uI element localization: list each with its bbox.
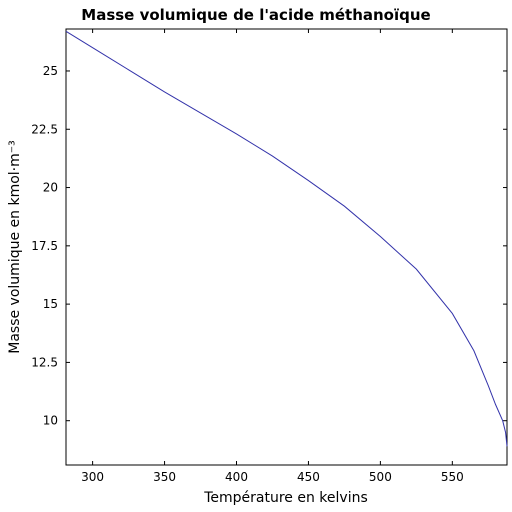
chart-title: Masse volumique de l'acide méthanoïque: [81, 6, 430, 24]
y-axis: 10 12.5 15 17.5 20 22.5 25: [31, 64, 507, 428]
y-tick-label: 10: [43, 414, 58, 428]
plot-frame: [65, 28, 508, 466]
y-tick-label: 15: [43, 297, 58, 311]
series-line-0: [65, 30, 508, 447]
y-tick-label: 20: [43, 181, 58, 195]
x-tick-label: 550: [441, 470, 464, 484]
y-tick-label: 17.5: [31, 239, 58, 253]
x-axis: 300 350 400 450 500 550: [81, 29, 464, 484]
y-tick-label: 22.5: [31, 122, 58, 136]
x-tick-label: 400: [225, 470, 248, 484]
y-axis-label: Masse volumique en kmol·m⁻³: [7, 140, 23, 354]
y-tick-label: 25: [43, 64, 58, 78]
x-tick-label: 300: [81, 470, 104, 484]
y-tick-label: 12.5: [31, 355, 58, 369]
x-tick-label: 350: [153, 470, 176, 484]
x-tick-label: 450: [297, 470, 320, 484]
x-axis-label: Température en kelvins: [203, 490, 368, 506]
x-tick-label: 500: [369, 470, 392, 484]
series-layer: [65, 30, 508, 447]
